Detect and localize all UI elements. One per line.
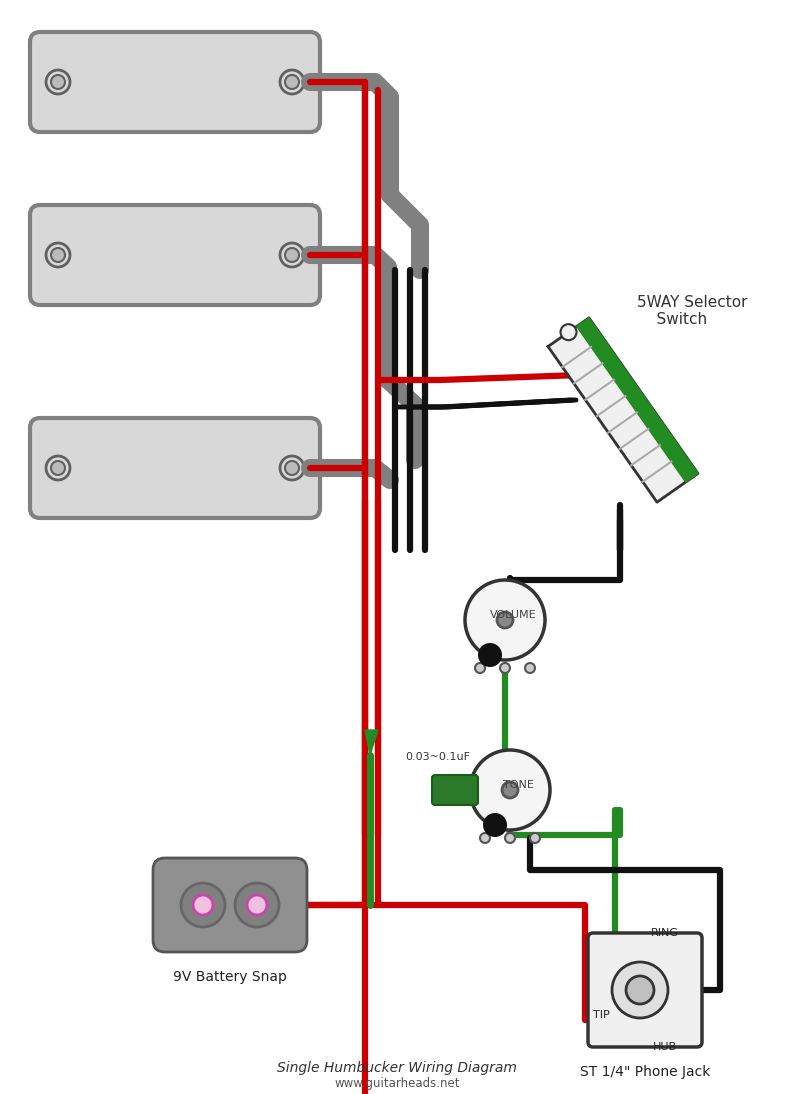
Circle shape	[193, 895, 213, 915]
Circle shape	[51, 248, 65, 261]
Circle shape	[478, 643, 502, 667]
Text: 5WAY Selector
    Switch: 5WAY Selector Switch	[637, 295, 747, 327]
Circle shape	[181, 883, 225, 927]
Circle shape	[500, 663, 510, 673]
Text: TONE: TONE	[503, 780, 534, 790]
Polygon shape	[576, 318, 698, 482]
Text: VOLUME: VOLUME	[490, 610, 536, 620]
Circle shape	[561, 324, 576, 340]
Text: TIP: TIP	[593, 1010, 610, 1020]
Circle shape	[51, 75, 65, 89]
Circle shape	[626, 976, 654, 1004]
Circle shape	[505, 833, 515, 843]
Circle shape	[465, 580, 545, 660]
FancyBboxPatch shape	[432, 775, 478, 805]
Circle shape	[280, 243, 304, 267]
Circle shape	[247, 895, 267, 915]
Text: RING: RING	[651, 928, 679, 938]
Circle shape	[46, 70, 70, 94]
FancyBboxPatch shape	[588, 933, 702, 1047]
FancyBboxPatch shape	[153, 858, 307, 952]
FancyBboxPatch shape	[30, 205, 320, 305]
Text: HUB: HUB	[653, 1041, 677, 1052]
Text: 0.03~0.1uF: 0.03~0.1uF	[405, 752, 470, 763]
Circle shape	[483, 813, 507, 837]
Circle shape	[46, 243, 70, 267]
Circle shape	[280, 70, 304, 94]
Circle shape	[285, 75, 299, 89]
Circle shape	[46, 456, 70, 480]
Circle shape	[530, 833, 540, 843]
Circle shape	[285, 248, 299, 261]
Polygon shape	[548, 318, 698, 502]
Text: ST 1/4" Phone Jack: ST 1/4" Phone Jack	[580, 1064, 710, 1079]
FancyBboxPatch shape	[30, 32, 320, 132]
Circle shape	[480, 833, 490, 843]
FancyBboxPatch shape	[30, 418, 320, 517]
Text: Single Humbucker Wiring Diagram: Single Humbucker Wiring Diagram	[277, 1061, 517, 1075]
Circle shape	[612, 962, 668, 1019]
Circle shape	[497, 612, 513, 628]
Polygon shape	[365, 730, 378, 755]
Text: www.guitarheads.net: www.guitarheads.net	[334, 1076, 460, 1090]
Circle shape	[525, 663, 535, 673]
Circle shape	[470, 750, 550, 830]
Circle shape	[475, 663, 485, 673]
Circle shape	[235, 883, 279, 927]
Text: 9V Battery Snap: 9V Battery Snap	[173, 970, 287, 984]
Circle shape	[285, 461, 299, 475]
Circle shape	[502, 782, 518, 798]
Circle shape	[280, 456, 304, 480]
Circle shape	[51, 461, 65, 475]
